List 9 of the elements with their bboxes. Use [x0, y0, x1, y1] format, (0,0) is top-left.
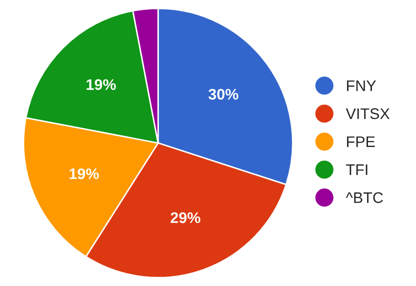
legend-label: FPE: [347, 136, 375, 147]
legend-label: TFI: [346, 164, 368, 175]
legend-label: VITSX: [346, 108, 390, 120]
data-label: 29%: [170, 212, 200, 224]
data-label: 30%: [208, 88, 238, 100]
legend-label: ^BTC: [346, 192, 383, 204]
data-label: 19%: [86, 79, 116, 90]
legend-label: FNY: [347, 80, 376, 91]
data-label: 19%: [70, 168, 99, 180]
